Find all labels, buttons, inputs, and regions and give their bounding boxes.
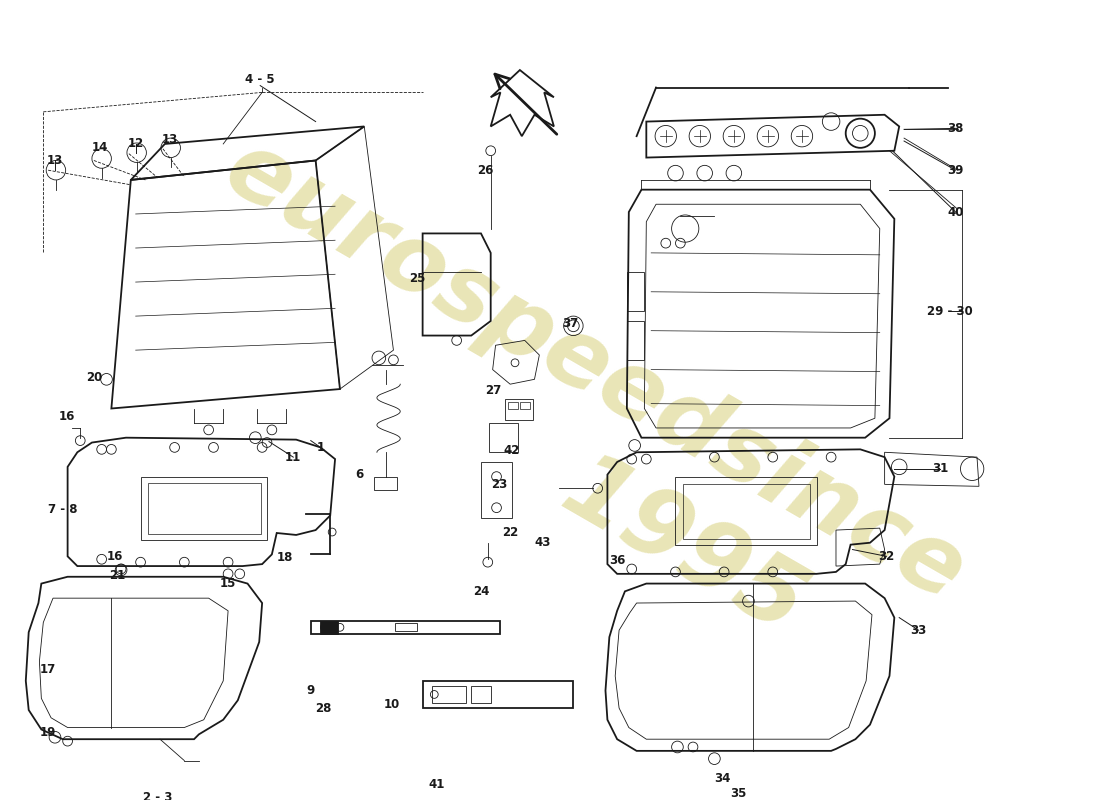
Bar — [520, 402, 529, 410]
Bar — [627, 272, 645, 311]
Text: 11: 11 — [285, 450, 301, 464]
Text: 23: 23 — [492, 478, 507, 491]
Bar — [320, 621, 338, 634]
Bar — [488, 423, 518, 452]
Text: 7 - 8: 7 - 8 — [48, 503, 77, 516]
Text: 12: 12 — [128, 138, 144, 150]
Text: 33: 33 — [911, 624, 927, 637]
Text: 22: 22 — [502, 526, 518, 539]
Bar — [675, 477, 816, 545]
Text: 35: 35 — [730, 787, 747, 800]
Text: 41: 41 — [428, 778, 444, 791]
Text: 15: 15 — [220, 577, 236, 590]
Text: 31: 31 — [932, 462, 948, 475]
Text: 4 - 5: 4 - 5 — [245, 74, 275, 86]
Bar — [374, 477, 397, 490]
Text: 36: 36 — [609, 554, 625, 566]
Bar — [683, 484, 810, 539]
Text: 13: 13 — [47, 154, 63, 167]
Text: 2 - 3: 2 - 3 — [143, 791, 173, 800]
Bar — [148, 483, 261, 534]
Text: 1: 1 — [317, 441, 324, 454]
Text: 18: 18 — [276, 551, 293, 564]
Text: 43: 43 — [535, 536, 550, 550]
Text: 28: 28 — [316, 702, 331, 714]
Bar — [422, 681, 573, 708]
Bar — [481, 462, 513, 518]
Text: 29 - 30: 29 - 30 — [927, 305, 972, 318]
Text: 32: 32 — [879, 550, 894, 563]
Text: 9: 9 — [307, 684, 315, 697]
Text: 26: 26 — [476, 164, 493, 177]
Text: 37: 37 — [562, 318, 579, 330]
Bar — [432, 686, 466, 703]
Text: 19: 19 — [40, 726, 56, 739]
Text: 27: 27 — [485, 385, 502, 398]
Text: 16: 16 — [107, 550, 123, 563]
Bar — [505, 398, 532, 420]
Text: eurospeedsince
          1995: eurospeedsince 1995 — [156, 122, 981, 714]
Polygon shape — [491, 70, 554, 136]
Text: 16: 16 — [58, 410, 75, 422]
Bar — [627, 321, 645, 360]
Text: 13: 13 — [162, 133, 178, 146]
Text: 42: 42 — [504, 444, 520, 457]
Text: 17: 17 — [40, 662, 56, 676]
Text: 25: 25 — [409, 272, 426, 285]
Text: 21: 21 — [109, 570, 125, 582]
Bar — [508, 402, 518, 410]
Text: 38: 38 — [947, 122, 964, 135]
Bar — [471, 686, 491, 703]
Bar — [395, 623, 417, 631]
Text: 20: 20 — [86, 371, 102, 384]
Text: 34: 34 — [714, 771, 730, 785]
Text: 24: 24 — [473, 585, 490, 598]
Bar — [311, 621, 500, 634]
Text: 39: 39 — [947, 164, 964, 177]
Text: 6: 6 — [355, 468, 363, 481]
Text: 10: 10 — [384, 698, 399, 710]
Text: 40: 40 — [947, 206, 964, 218]
Text: 14: 14 — [91, 142, 108, 154]
Bar — [141, 477, 267, 540]
